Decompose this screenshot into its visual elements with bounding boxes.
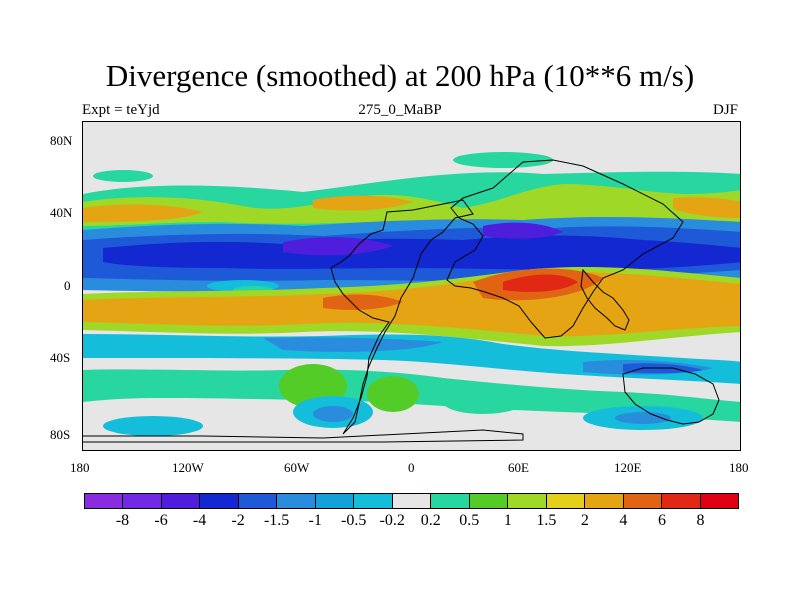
- colorbar-swatch: [84, 493, 123, 509]
- experiment-label: Expt = teYjd: [82, 102, 160, 118]
- blue-patch-south-1: [313, 406, 353, 422]
- colorbar-label: 1: [503, 512, 512, 529]
- coastline-antarctica: [83, 429, 524, 443]
- colorbar-swatch: [507, 493, 546, 509]
- north-divergence-peak-1: [83, 204, 203, 222]
- x-tick-label: 180: [70, 460, 90, 475]
- colorbar-label: -8: [115, 512, 130, 529]
- colorbar-label: -0.2: [379, 512, 405, 529]
- north-green-patch-2: [453, 152, 553, 168]
- equatorial-divergence-peak-2: [503, 274, 578, 292]
- colorbar-label: 2: [580, 512, 589, 529]
- colorbar-label: 8: [696, 512, 705, 529]
- north-green-patch-3: [685, 176, 740, 188]
- season-label: DJF: [712, 102, 738, 118]
- south-convergence-core: [263, 337, 443, 352]
- colorbar-swatch: [430, 493, 469, 509]
- colorbar-label: 6: [657, 512, 666, 529]
- colorbar: [84, 493, 739, 509]
- colorbar-swatch: [122, 493, 161, 509]
- x-tick-label: 60W: [284, 460, 310, 475]
- north-divergence-peak-2: [313, 195, 413, 211]
- south-convergence-band: [83, 334, 740, 384]
- north-divergence-peak-3: [673, 197, 740, 218]
- y-tick-label: 0: [64, 278, 71, 293]
- colorbar-label: -2: [231, 512, 245, 529]
- y-tick-label: 80S: [50, 427, 71, 442]
- x-tick-label: 120E: [614, 460, 642, 475]
- colorbar-swatch: [199, 493, 238, 509]
- colorbar-label: 0.2: [420, 512, 441, 529]
- x-tick-label: 0: [408, 460, 415, 475]
- colorbar-swatch: [314, 493, 354, 509]
- colorbar-swatch: [622, 493, 662, 509]
- equatorial-divergence-peak-3: [323, 294, 403, 310]
- colorbar-swatch: [545, 493, 585, 509]
- coastline-south-asia: [580, 268, 630, 331]
- plot-title: Divergence (smoothed) at 200 hPa (10**6 …: [105, 58, 695, 93]
- colorbar-label: 4: [619, 512, 628, 529]
- north-convergence-peak-2: [483, 222, 563, 239]
- colorbar-label: 0.5: [459, 512, 480, 529]
- cyan-patch-south-3: [103, 416, 203, 436]
- colorbar-label: -4: [192, 512, 207, 529]
- north-green-patch-1: [93, 170, 153, 182]
- y-tick-label: 40N: [50, 205, 73, 220]
- colorbar-swatch: [661, 493, 700, 509]
- divergence-map: [82, 121, 741, 451]
- colorbar-label: 1.5: [536, 512, 557, 529]
- x-tick-label: 180: [729, 460, 749, 475]
- colorbar-label: -0.5: [341, 512, 367, 529]
- north-convergence-peak: [283, 237, 393, 256]
- coastline-africa-eurasia: [446, 159, 684, 339]
- colorbar-swatch: [237, 493, 277, 509]
- blue-patch-south-2: [615, 412, 671, 424]
- colorbar-swatch: [353, 493, 392, 509]
- x-tick-label: 60E: [508, 460, 529, 475]
- colorbar-swatch: [584, 493, 623, 509]
- coastline-australia: [622, 367, 720, 425]
- period-label: 275_0_MaBP: [358, 102, 442, 118]
- colorbar-swatch: [699, 493, 739, 509]
- colorbar-swatch: [160, 493, 200, 509]
- colorbar-swatch: [276, 493, 315, 509]
- colorbar-swatch: [468, 493, 508, 509]
- y-tick-label: 80N: [50, 133, 73, 148]
- colorbar-label: -1.5: [263, 512, 290, 529]
- colorbar-label: -6: [154, 512, 168, 529]
- green-patch-south-3: [443, 390, 523, 414]
- colorbar-label: -1: [308, 512, 322, 529]
- colorbar-swatch: [391, 493, 431, 509]
- green-patch-south-2: [367, 376, 419, 412]
- coastlines: [83, 159, 720, 443]
- y-tick-label: 40S: [50, 350, 71, 365]
- x-tick-label: 120W: [172, 460, 204, 475]
